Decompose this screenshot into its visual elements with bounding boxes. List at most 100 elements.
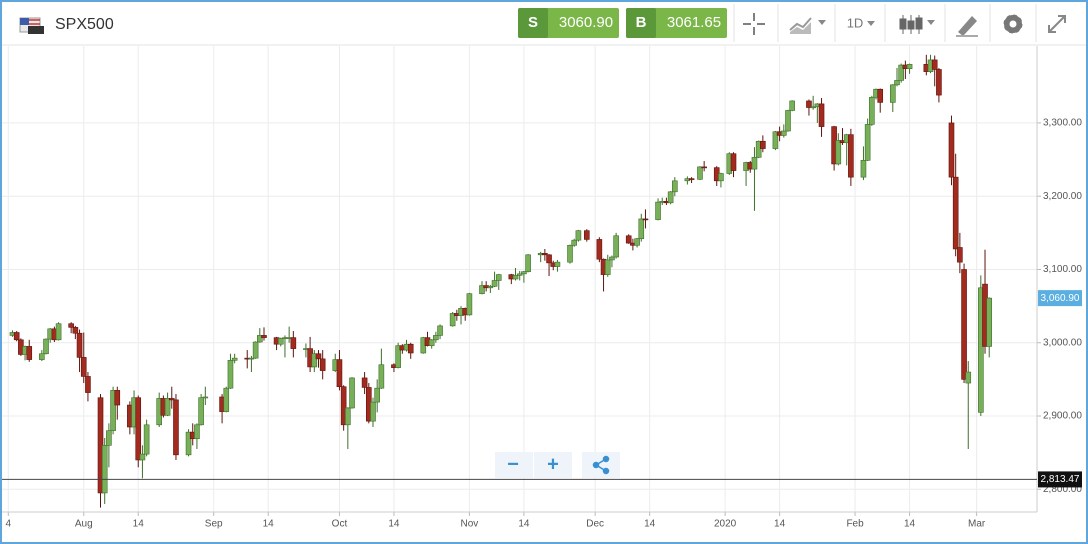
candle-body xyxy=(667,191,674,204)
y-tick-label: 3,200.00 xyxy=(1043,191,1082,202)
candle-body xyxy=(106,430,112,446)
candle-body xyxy=(625,235,632,244)
buy-label: B xyxy=(636,14,647,31)
candle-body xyxy=(185,431,192,456)
candle-body xyxy=(114,390,121,406)
sell-button[interactable]: S 3060.90 xyxy=(518,8,619,38)
x-tick-label: Mar xyxy=(968,519,986,530)
candle-body xyxy=(785,110,791,132)
x-tick-label: 14 xyxy=(518,519,530,530)
candle-body xyxy=(13,332,20,341)
candle-body xyxy=(311,353,318,368)
x-tick-label: 14 xyxy=(644,519,656,530)
candle-body xyxy=(936,69,942,96)
x-tick-label: Sep xyxy=(205,519,223,530)
candle-body xyxy=(730,153,737,171)
candle-body xyxy=(277,338,284,345)
candle-body xyxy=(634,238,640,246)
candle-body xyxy=(869,96,875,125)
candle-body xyxy=(948,122,955,178)
candle-body xyxy=(877,88,884,103)
candle-body xyxy=(55,323,62,341)
candle-body xyxy=(806,100,812,108)
fullscreen-button[interactable] xyxy=(1048,15,1066,33)
candle-body xyxy=(755,140,762,158)
candle-body xyxy=(772,131,779,149)
candle-body xyxy=(554,261,561,267)
candle-body xyxy=(952,176,959,250)
candle-body xyxy=(345,407,351,426)
candle-body xyxy=(319,358,326,371)
candle-body xyxy=(173,399,179,456)
candle-body xyxy=(789,100,795,111)
candle-body xyxy=(583,230,590,240)
y-tick-label: 3,300.00 xyxy=(1043,118,1082,129)
draw-button[interactable] xyxy=(956,16,978,37)
candle-body xyxy=(340,386,347,426)
candle-body xyxy=(818,103,825,127)
y-tick-label: 3,100.00 xyxy=(1043,264,1082,275)
candle-body xyxy=(135,397,142,461)
chart-type-button[interactable] xyxy=(789,17,826,34)
candle-body xyxy=(407,343,414,354)
candle-body xyxy=(835,140,842,165)
candle-body xyxy=(495,274,502,281)
candle-body xyxy=(931,59,938,70)
candle-body xyxy=(164,398,171,416)
candle-body xyxy=(546,254,552,264)
header: SPX500 S 3060.90 B 3061.65 xyxy=(2,4,1086,46)
x-tick-label: Dec xyxy=(586,519,604,530)
candle-body xyxy=(437,325,443,336)
candle-body xyxy=(80,357,87,377)
candle-body xyxy=(760,140,766,149)
candle-body xyxy=(986,297,993,347)
candle-body xyxy=(194,424,200,440)
x-tick-label: 14 xyxy=(904,519,916,530)
candle-body xyxy=(428,339,435,346)
candle-body xyxy=(336,359,343,388)
zoom-out-bg[interactable] xyxy=(495,452,533,478)
crosshair-button[interactable] xyxy=(743,13,765,35)
candle-body xyxy=(894,80,900,86)
zoom-in[interactable]: + xyxy=(547,453,559,475)
candle-body xyxy=(609,256,615,261)
candle-style-button[interactable] xyxy=(899,15,935,34)
candle-body xyxy=(525,254,531,272)
plot-area: 2,800.00 2,900.00 3,000.00 3,100.00 3,200.00… xyxy=(2,46,1082,530)
candle-body xyxy=(491,280,498,287)
sell-price: 3060.90 xyxy=(559,14,613,31)
candle-body xyxy=(198,397,204,426)
timeframe-button[interactable]: 1D xyxy=(847,15,875,30)
candle-body xyxy=(672,180,678,193)
candle-body xyxy=(76,332,83,358)
zoom-in-bg[interactable] xyxy=(534,452,572,478)
candle-body xyxy=(349,377,355,409)
x-tick-label: Oct xyxy=(332,519,348,530)
candle-body xyxy=(642,218,649,221)
x-tick-label: Feb xyxy=(846,519,864,530)
candle-body xyxy=(638,218,645,240)
settings-button[interactable] xyxy=(1003,14,1023,34)
sell-label: S xyxy=(528,14,538,31)
candle-body xyxy=(781,130,787,136)
x-tick-label: 14 xyxy=(133,519,145,530)
buy-button[interactable]: B 3061.65 xyxy=(626,8,727,38)
candle-body xyxy=(466,293,473,316)
last-price-tag xyxy=(1038,290,1082,307)
candle-body xyxy=(202,396,209,399)
candle-body xyxy=(223,387,230,412)
candle-body xyxy=(101,445,108,494)
candle-body xyxy=(487,286,494,289)
separators xyxy=(733,4,1037,42)
candle-body xyxy=(596,239,603,260)
share-icon[interactable] xyxy=(592,455,610,475)
y-tick-label: 2,800.00 xyxy=(1043,484,1082,495)
share-bg[interactable] xyxy=(582,452,620,478)
flag-icon xyxy=(19,17,44,34)
candle-body xyxy=(688,178,695,180)
candle-body xyxy=(521,271,527,275)
candle-body xyxy=(860,160,867,178)
zoom-out[interactable]: − xyxy=(507,453,519,475)
candle-body xyxy=(697,166,703,180)
